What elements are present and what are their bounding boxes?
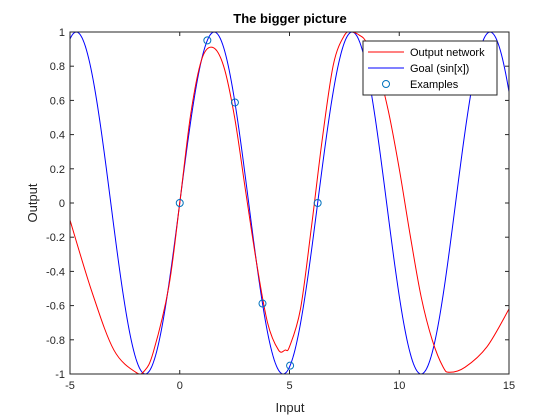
chart-title: The bigger picture — [233, 11, 346, 26]
example-point — [203, 36, 212, 45]
y-tick-label: -0.2 — [46, 232, 65, 244]
example-point — [175, 199, 184, 207]
axes-box — [69, 31, 510, 375]
legend-label-examples: Examples — [410, 79, 459, 91]
y-tick-label: -0.8 — [46, 335, 65, 347]
y-tick-label: 0.4 — [50, 130, 65, 142]
y-tick-label: -0.4 — [46, 266, 65, 278]
y-tick-label: -1 — [55, 369, 65, 381]
y-tick-label: 0.6 — [50, 95, 65, 107]
x-tick-label: -5 — [65, 380, 75, 392]
example-point — [286, 361, 295, 370]
y-tick-label: -0.6 — [46, 301, 65, 313]
y-tick-label: 0.8 — [50, 61, 65, 73]
series-line-output-network — [70, 32, 509, 374]
x-tick-label: 0 — [177, 380, 183, 392]
y-tick-label: 0 — [59, 198, 65, 210]
tick-labels: -5 0 5 10 15 -1 -0.8 -0.6 -0.4 -0.2 0 0.2 0.4 0.6 0.8 1 — [46, 27, 515, 392]
y-tick-label: 0.2 — [50, 164, 65, 176]
y-axis-label: Output — [25, 183, 40, 222]
x-tick-label: 15 — [503, 380, 515, 392]
x-tick-label: 10 — [393, 380, 405, 392]
legend-swatch-examples — [382, 80, 390, 88]
example-point — [258, 299, 267, 308]
x-axis-label: Input — [276, 400, 305, 415]
legend-label-output-network: Output network — [410, 47, 485, 59]
y-tick-label: 1 — [59, 27, 65, 39]
plot-area — [70, 32, 509, 374]
series-line-goal — [70, 32, 509, 374]
legend: Output network Goal (sin[x]) Examples — [362, 40, 498, 96]
example-point — [313, 199, 322, 207]
x-tick-label: 5 — [286, 380, 292, 392]
example-point — [230, 98, 239, 107]
legend-label-goal: Goal (sin[x]) — [410, 63, 469, 75]
